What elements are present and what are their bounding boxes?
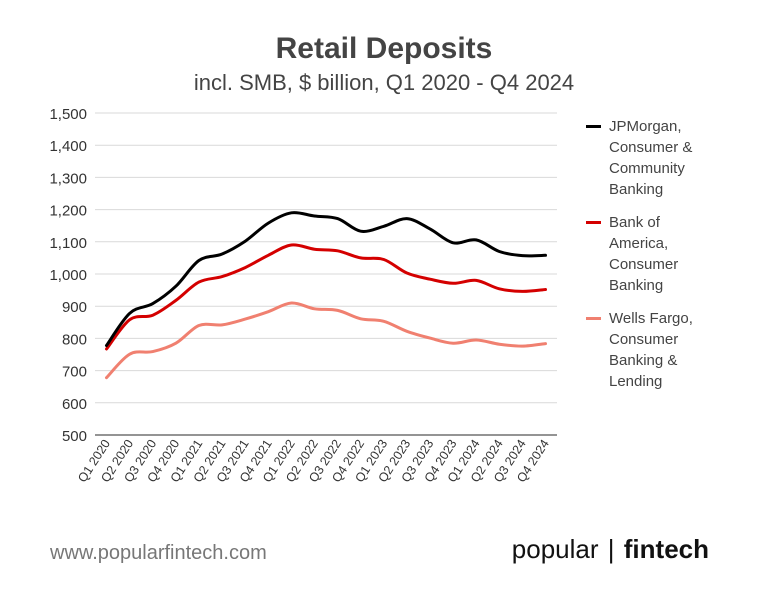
footer-url: www.popularfintech.com (50, 542, 267, 564)
y-tick-label: 1,000 (49, 267, 87, 284)
brand-logo: popular | fintech (512, 534, 709, 565)
y-tick-label: 1,100 (49, 235, 87, 252)
y-tick-label: 900 (62, 299, 87, 316)
legend-label-bank-of-america: Bank of America, Consumer Banking (609, 214, 679, 294)
series-line-wells-fargo (105, 301, 547, 380)
y-tick-label: 1,300 (49, 170, 87, 187)
y-tick-label: 600 (62, 396, 87, 413)
legend-item-wells-fargo: Wells Fargo, Consumer Banking & Lending (586, 308, 766, 392)
brand-name-popular: popular (511, 534, 599, 564)
legend-swatch-bank-of-america (586, 221, 601, 224)
y-tick-label: 500 (62, 428, 87, 445)
legend-label-wells-fargo: Wells Fargo, Consumer Banking & Lending (609, 310, 693, 390)
legend-item-jpmorgan: JPMorgan, Consumer & Community Banking (586, 116, 766, 200)
brand-name-fintech: fintech (623, 534, 709, 564)
y-tick-label: 1,400 (49, 138, 87, 155)
y-tick-label: 700 (62, 364, 87, 381)
brand-separator: | (607, 534, 615, 564)
legend-swatch-wells-fargo (586, 317, 601, 320)
legend-label-jpmorgan: JPMorgan, Consumer & Community Banking (609, 118, 693, 198)
chart-legend: JPMorgan, Consumer & Community Banking B… (586, 116, 766, 404)
series-line-bank-of-america (105, 243, 547, 351)
legend-swatch-jpmorgan (586, 125, 601, 128)
chart-subtitle: incl. SMB, $ billion, Q1 2020 - Q4 2024 (193, 70, 575, 95)
series-line-jpmorgan (105, 211, 547, 347)
y-tick-label: 1,200 (49, 203, 87, 220)
chart-title: Retail Deposits (275, 32, 493, 65)
y-tick-label: 800 (62, 331, 87, 348)
legend-item-bank-of-america: Bank of America, Consumer Banking (586, 212, 766, 296)
y-tick-label: 1,500 (49, 106, 87, 123)
